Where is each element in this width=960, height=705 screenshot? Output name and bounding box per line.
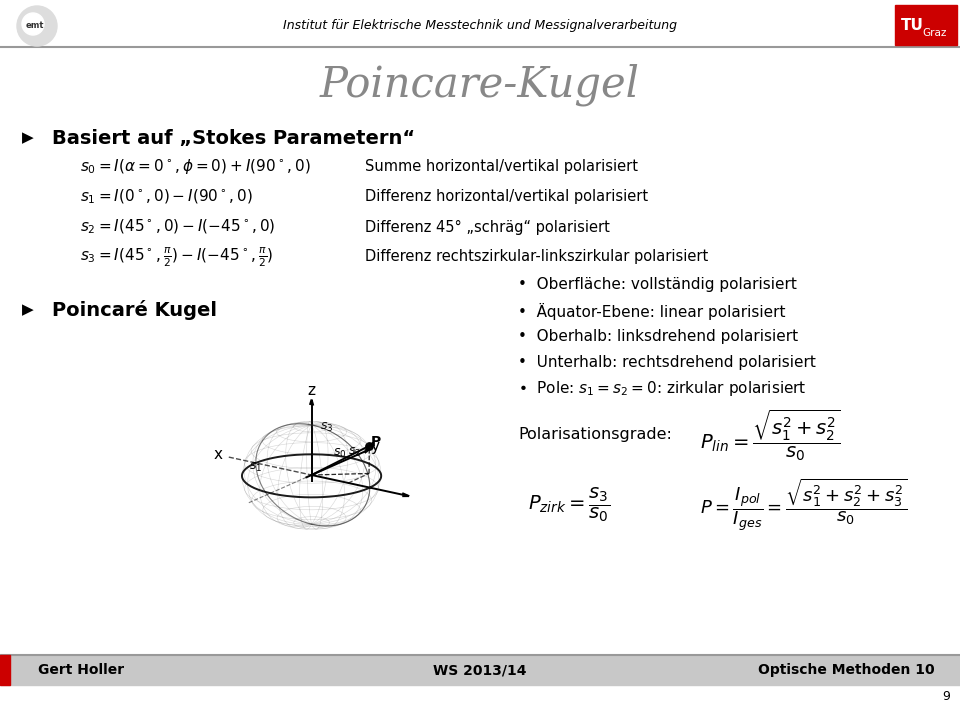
Bar: [895, 5, 957, 45]
Bar: [0, 655, 960, 685]
Text: $s_0 = I(\alpha=0^\circ,\phi=0)+I(90^\circ,0)$: $s_0 = I(\alpha=0^\circ,\phi=0)+I(90^\ci…: [80, 157, 311, 176]
Circle shape: [22, 13, 44, 35]
Text: $P = \dfrac{I_{pol}}{I_{ges}} = \dfrac{\sqrt{s_1^2 + s_2^2 + s_3^2}}{s_0}$: $P = \dfrac{I_{pol}}{I_{ges}} = \dfrac{\…: [700, 477, 907, 534]
Text: •  Pole: $s_1=s_2=0$: zirkular polarisiert: • Pole: $s_1=s_2=0$: zirkular polarisier…: [518, 379, 806, 398]
Text: Differenz horizontal/vertikal polarisiert: Differenz horizontal/vertikal polarisier…: [365, 190, 648, 204]
Text: WS 2013/14: WS 2013/14: [433, 663, 527, 677]
Text: TU: TU: [900, 18, 924, 32]
Text: Poincare-Kugel: Poincare-Kugel: [320, 63, 640, 106]
Bar: [0, 655, 10, 685]
Text: 9: 9: [942, 689, 950, 702]
Text: $s_3 = I(45^\circ,\frac{\pi}{2})-I(-45^\circ,\frac{\pi}{2})$: $s_3 = I(45^\circ,\frac{\pi}{2})-I(-45^\…: [80, 245, 274, 269]
Text: Optische Methoden 10: Optische Methoden 10: [758, 663, 935, 677]
Text: Gert Holler: Gert Holler: [38, 663, 124, 677]
Text: Polarisationsgrade:: Polarisationsgrade:: [518, 427, 672, 443]
Bar: [0, 0, 960, 47]
Text: •  Unterhalb: rechtsdrehend polarisiert: • Unterhalb: rechtsdrehend polarisiert: [518, 355, 816, 371]
Text: $P_{zirk} = \dfrac{s_3}{s_0}$: $P_{zirk} = \dfrac{s_3}{s_0}$: [528, 486, 611, 525]
Text: $P_{lin} = \dfrac{\sqrt{s_1^2 + s_2^2}}{s_0}$: $P_{lin} = \dfrac{\sqrt{s_1^2 + s_2^2}}{…: [700, 407, 841, 462]
Text: Summe horizontal/vertikal polarisiert: Summe horizontal/vertikal polarisiert: [365, 159, 638, 175]
Text: Differenz rechtszirkular-linkszirkular polarisiert: Differenz rechtszirkular-linkszirkular p…: [365, 250, 708, 264]
Text: Differenz 45° „schräg“ polarisiert: Differenz 45° „schräg“ polarisiert: [365, 219, 610, 235]
Text: Poincaré Kugel: Poincaré Kugel: [52, 300, 217, 320]
Text: •  Oberhalb: linksdrehend polarisiert: • Oberhalb: linksdrehend polarisiert: [518, 329, 798, 345]
Text: Basiert auf „Stokes Parametern“: Basiert auf „Stokes Parametern“: [52, 128, 415, 147]
Text: Graz: Graz: [923, 28, 948, 38]
Text: emt: emt: [26, 21, 44, 30]
Text: •  Äquator-Ebene: linear polarisiert: • Äquator-Ebene: linear polarisiert: [518, 302, 785, 319]
Text: Institut für Elektrische Messtechnik und Messignalverarbeitung: Institut für Elektrische Messtechnik und…: [283, 20, 677, 32]
Text: •  Oberfläche: vollständig polarisiert: • Oberfläche: vollständig polarisiert: [518, 278, 797, 293]
Text: $s_1 = I(0^\circ,0)-I(90^\circ,0)$: $s_1 = I(0^\circ,0)-I(90^\circ,0)$: [80, 188, 253, 206]
Text: $s_2 = I(45^\circ,0)-I(-45^\circ,0)$: $s_2 = I(45^\circ,0)-I(-45^\circ,0)$: [80, 218, 276, 236]
Text: ▶: ▶: [22, 130, 34, 145]
Circle shape: [17, 6, 57, 46]
Text: ▶: ▶: [22, 302, 34, 317]
